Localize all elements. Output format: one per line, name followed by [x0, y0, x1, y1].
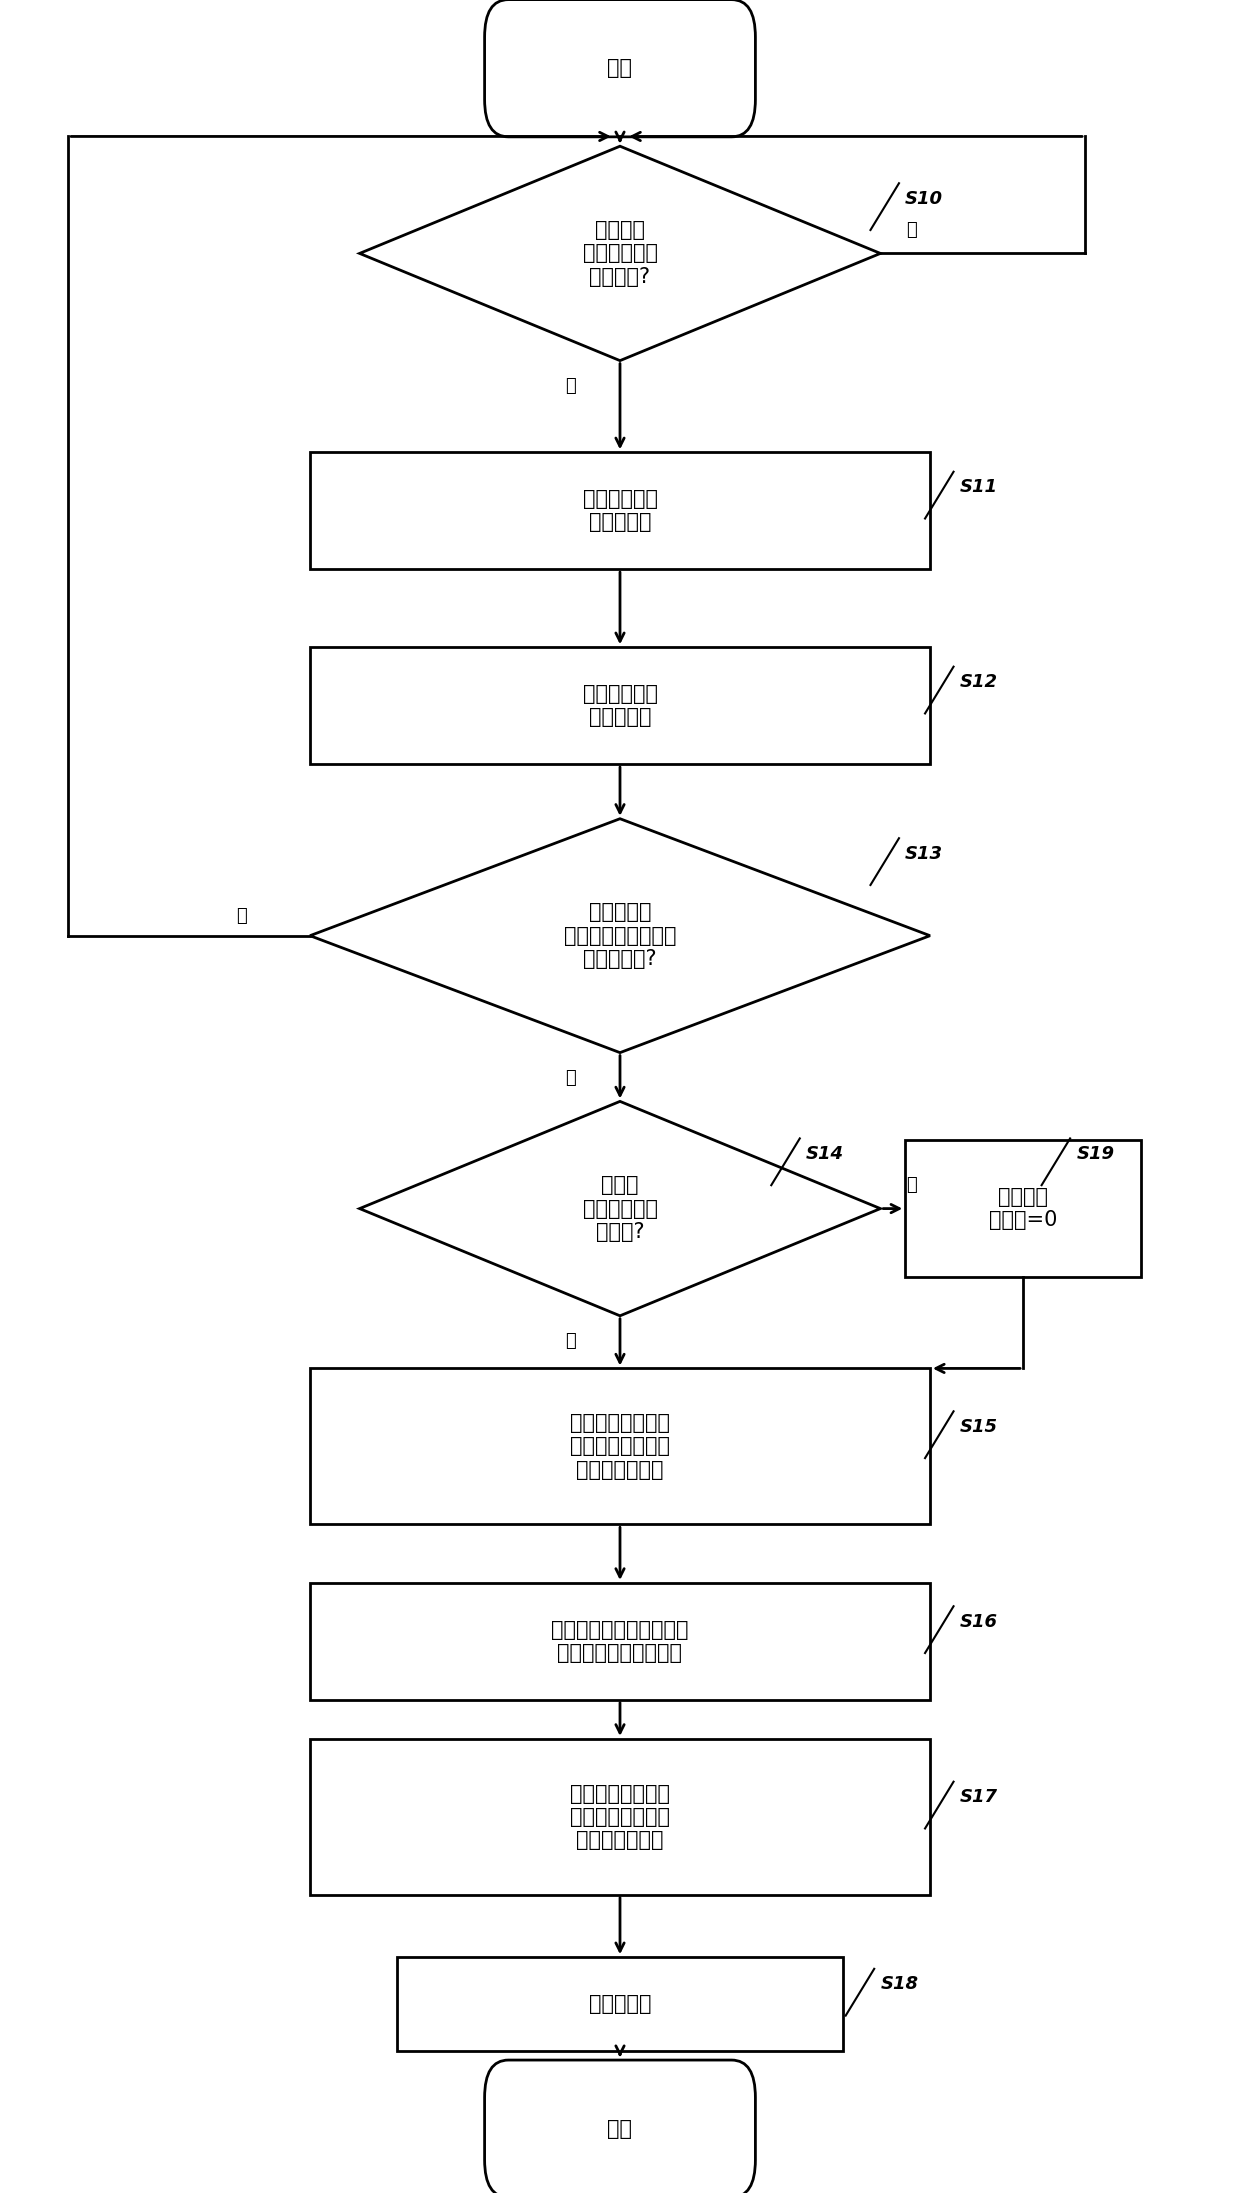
Text: 吸入空气
量可校正条件
得到满足?: 吸入空气 量可校正条件 得到满足? [583, 219, 657, 287]
Text: 是: 是 [565, 1068, 575, 1088]
Text: 通过利用校正后的
流入空气量来计算
汽缸吸入空气量: 通过利用校正后的 流入空气量来计算 汽缸吸入空气量 [570, 1783, 670, 1851]
Text: 开始: 开始 [608, 59, 632, 79]
Text: 结束: 结束 [608, 2118, 632, 2138]
Polygon shape [310, 818, 930, 1053]
Text: 是: 是 [565, 1331, 575, 1351]
Text: S18: S18 [880, 1976, 919, 1993]
Text: 对空气流量传感器测量出
的流入空气量进行校正: 对空气流量传感器测量出 的流入空气量进行校正 [552, 1621, 688, 1662]
Bar [310, 1739, 930, 1895]
Bar [905, 1140, 1141, 1276]
Text: S14: S14 [806, 1145, 844, 1162]
Text: S11: S11 [960, 478, 998, 496]
Text: S12: S12 [960, 673, 998, 691]
Text: S13: S13 [905, 844, 944, 862]
Polygon shape [360, 147, 880, 360]
Text: 测量进气歧管
的实际压力: 测量进气歧管 的实际压力 [583, 489, 657, 533]
Text: S17: S17 [960, 1787, 998, 1807]
Text: 制动器流
入流量=0: 制动器流 入流量=0 [988, 1186, 1058, 1230]
Bar [310, 1368, 930, 1524]
Bar [310, 647, 930, 763]
Bar [310, 452, 930, 570]
Text: 控制空燃比: 控制空燃比 [589, 1993, 651, 2013]
Text: 通过利用制动器流
入流量映射来计算
制动器流入流量: 通过利用制动器流 入流量映射来计算 制动器流入流量 [570, 1412, 670, 1480]
FancyBboxPatch shape [485, 2059, 755, 2193]
Text: 否: 否 [237, 908, 247, 925]
Bar [310, 1583, 930, 1700]
Text: 是: 是 [565, 377, 575, 395]
Text: S19: S19 [1076, 1145, 1115, 1162]
Text: 计算进气歧管
的模型压力: 计算进气歧管 的模型压力 [583, 684, 657, 728]
Text: 偏差是
由于制动操作
引起的?: 偏差是 由于制动操作 引起的? [583, 1175, 657, 1241]
Text: 否: 否 [906, 1175, 916, 1195]
Text: 实际测量的
压力与模型压力之间
出现了偏差?: 实际测量的 压力与模型压力之间 出现了偏差? [564, 904, 676, 969]
Text: S16: S16 [960, 1612, 998, 1632]
Text: S15: S15 [960, 1419, 998, 1436]
Text: S10: S10 [905, 191, 944, 208]
Bar [397, 1956, 843, 2050]
Polygon shape [360, 1101, 880, 1316]
Text: 否: 否 [906, 221, 916, 239]
FancyBboxPatch shape [485, 0, 755, 136]
